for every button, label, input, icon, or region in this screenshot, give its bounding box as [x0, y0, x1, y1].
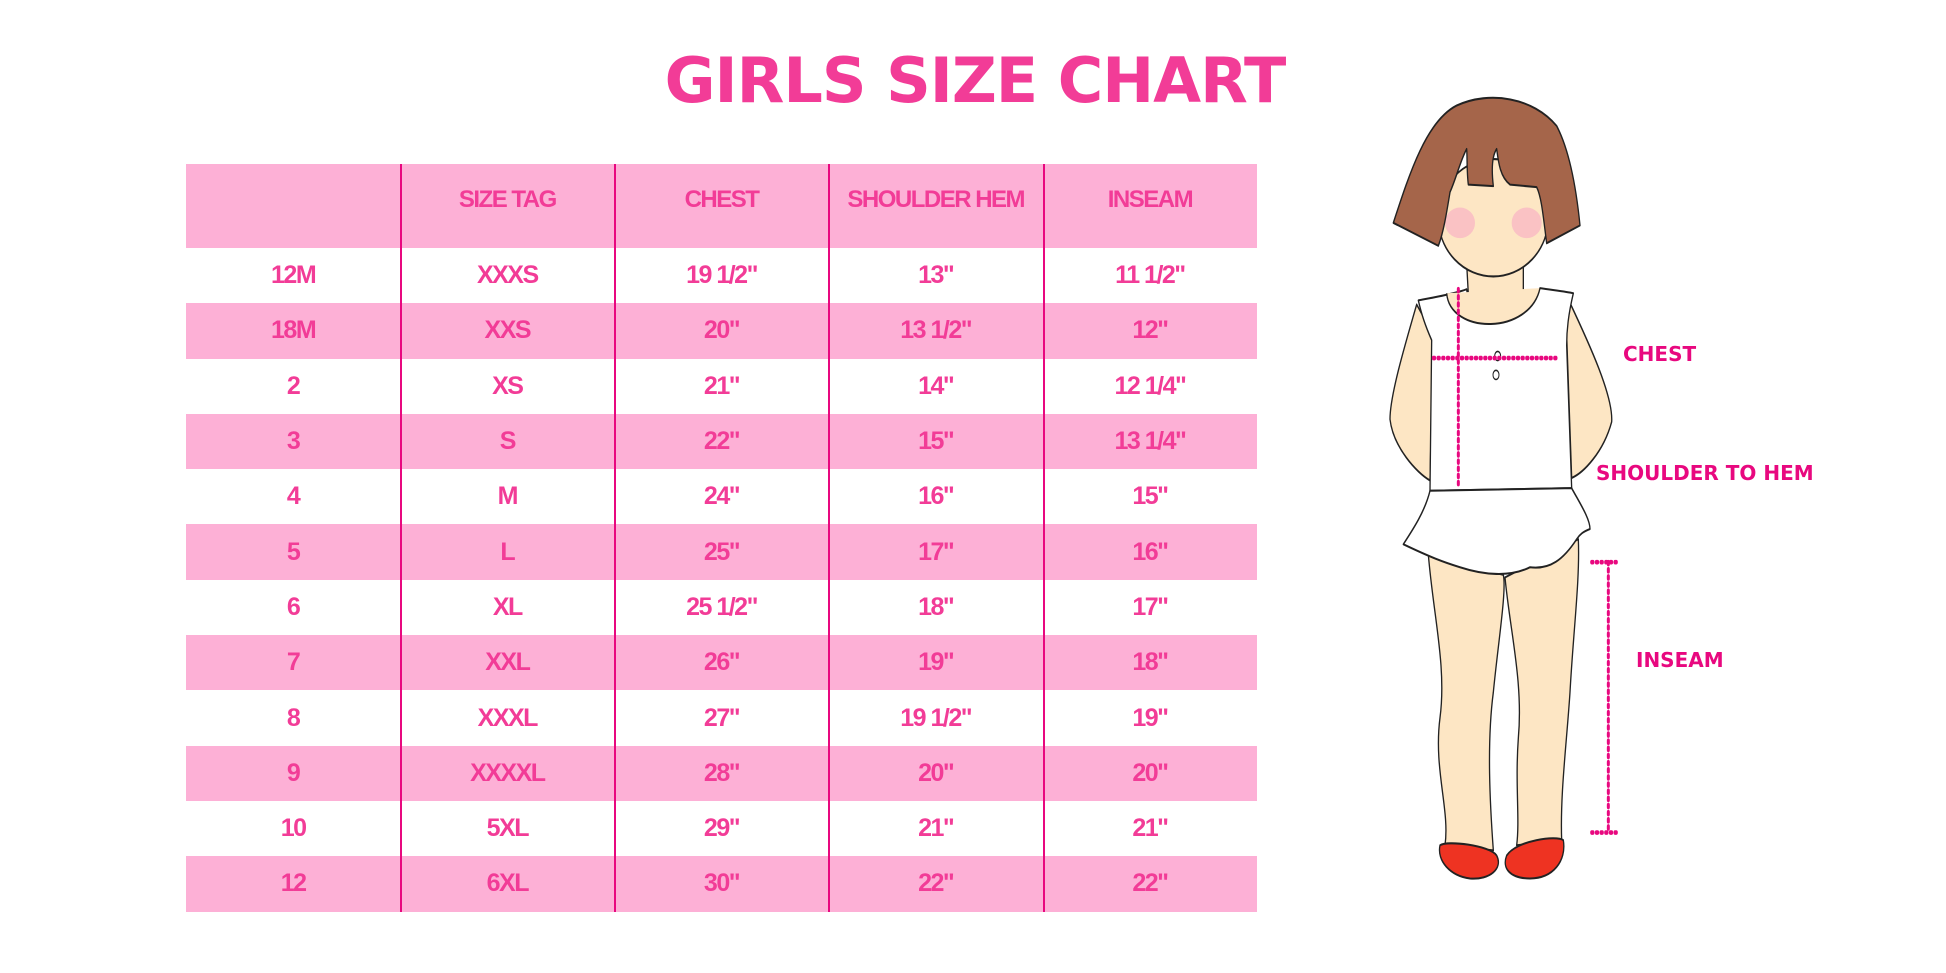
column-header: SIZE TAG	[458, 186, 557, 213]
table-cell: 21"	[918, 814, 955, 843]
skirt	[1402, 487, 1591, 575]
table-cell: 3	[286, 427, 301, 456]
column-divider	[400, 164, 402, 912]
inseam-label: INSEAM	[1636, 648, 1724, 672]
table-cell: 7	[286, 648, 301, 677]
table-cell: 30"	[703, 869, 741, 898]
table-cell: 18"	[918, 592, 955, 621]
table-header-row: SIZE TAG CHEST SHOULDER HEM INSEAM	[186, 164, 1257, 248]
hair	[1392, 96, 1581, 247]
table-row: 8 XXXL 27" 19 1/2" 19"	[186, 690, 1257, 745]
table-cell: 25 1/2"	[686, 592, 758, 621]
table-row: 5 L 25" 17" 16"	[186, 524, 1257, 580]
left-leg	[1427, 553, 1505, 852]
table-cell: XXXS	[476, 261, 539, 290]
table-cell: 19 1/2"	[900, 703, 972, 732]
table-cell: 19 1/2"	[686, 261, 758, 290]
table-cell: S	[499, 427, 517, 456]
table-cell: 15"	[918, 427, 955, 456]
table-cell: 16"	[918, 482, 955, 511]
table-cell: 20"	[1132, 758, 1169, 787]
table-cell: 12	[280, 869, 307, 898]
table-row: 3 S 22" 15" 13 1/4"	[186, 413, 1257, 470]
table-cell: 17"	[918, 537, 955, 566]
column-header	[186, 164, 400, 248]
girl-measurement-illustration	[1350, 80, 1850, 880]
table-cell: 26"	[703, 648, 741, 677]
table-cell: 27"	[703, 703, 741, 732]
table-cell: 22"	[1132, 869, 1169, 898]
table-cell: 22"	[703, 427, 741, 456]
table-cell: 5	[286, 537, 301, 566]
table-cell: XXS	[484, 316, 532, 345]
table-cell: 6	[286, 592, 301, 621]
table-cell: XS	[492, 371, 524, 400]
table-cell: 19"	[1132, 703, 1169, 732]
table-cell: 12M	[271, 261, 317, 290]
table-cell: 29"	[703, 814, 741, 843]
column-header: SHOULDER HEM	[847, 186, 1025, 213]
column-divider	[614, 164, 616, 912]
column-header: CHEST	[684, 186, 760, 213]
table-cell: 25"	[703, 537, 741, 566]
chest-label: CHEST	[1623, 342, 1697, 366]
table-cell: 2	[286, 371, 301, 400]
table-row: 2 XS 21" 14" 12 1/4"	[186, 359, 1257, 414]
shoulder-to-hem-label: SHOULDER TO HEM	[1596, 461, 1814, 485]
column-header: INSEAM	[1107, 186, 1194, 213]
table-cell: 11 1/2"	[1115, 261, 1186, 290]
table-row: 4 M 24" 16" 15"	[186, 469, 1257, 524]
table-cell: 13 1/4"	[1114, 427, 1186, 456]
table-cell: 18"	[1132, 648, 1169, 677]
table-cell: 14"	[918, 371, 955, 400]
table-row: 12M XXXS 19 1/2" 13" 11 1/2"	[186, 248, 1257, 303]
table-row: 12 6XL 30" 22" 22"	[186, 856, 1257, 912]
table-cell: 10	[280, 814, 307, 843]
table-row: 18M XXS 20" 13 1/2" 12"	[186, 303, 1257, 359]
right-leg	[1504, 538, 1580, 847]
table-cell: 5XL	[486, 814, 530, 843]
left-arm	[1389, 303, 1434, 482]
neckline	[1446, 287, 1541, 326]
column-divider	[828, 164, 830, 912]
table-cell: 12 1/4"	[1114, 371, 1186, 400]
table-cell: 19"	[918, 648, 955, 677]
button-icon	[1492, 369, 1500, 381]
table-row: 6 XL 25 1/2" 18" 17"	[186, 580, 1257, 635]
table-cell: 12"	[1132, 316, 1169, 345]
table-row: 9 XXXXL 28" 20" 20"	[186, 745, 1257, 801]
girl-figure	[1389, 96, 1619, 880]
table-cell: 13"	[918, 261, 955, 290]
size-chart-table: SIZE TAG CHEST SHOULDER HEM INSEAM 12M XXXS 19…	[186, 164, 1257, 912]
table-cell: 20"	[918, 758, 955, 787]
table-cell: 21"	[1132, 814, 1169, 843]
table-cell: XXL	[485, 648, 531, 677]
right-arm	[1566, 298, 1613, 479]
table-cell: 13 1/2"	[900, 316, 972, 345]
table-cell: 21"	[703, 371, 741, 400]
table-cell: L	[500, 537, 515, 566]
table-cell: 6XL	[486, 869, 530, 898]
table-cell: 24"	[703, 482, 741, 511]
table-cell: 4	[286, 482, 301, 511]
table-cell: 15"	[1132, 482, 1169, 511]
table-cell: XXXXL	[470, 758, 546, 787]
table-cell: 28"	[703, 758, 741, 787]
table-row: 10 5XL 29" 21" 21"	[186, 801, 1257, 856]
table-cell: XXXL	[477, 703, 539, 732]
table-cell: 17"	[1132, 592, 1169, 621]
left-shoe	[1438, 842, 1499, 880]
table-cell: 20"	[703, 316, 741, 345]
column-divider	[1043, 164, 1045, 912]
table-cell: 22"	[918, 869, 955, 898]
right-shoe	[1504, 837, 1565, 880]
table-cell: M	[497, 482, 519, 511]
table-cell: XL	[492, 592, 523, 621]
table-cell: 8	[286, 703, 301, 732]
table-cell: 9	[286, 758, 301, 787]
page-title: GIRLS SIZE CHART	[664, 44, 1287, 117]
table-cell: 18M	[271, 316, 317, 345]
table-cell: 16"	[1132, 537, 1169, 566]
table-row: 7 XXL 26" 19" 18"	[186, 635, 1257, 691]
